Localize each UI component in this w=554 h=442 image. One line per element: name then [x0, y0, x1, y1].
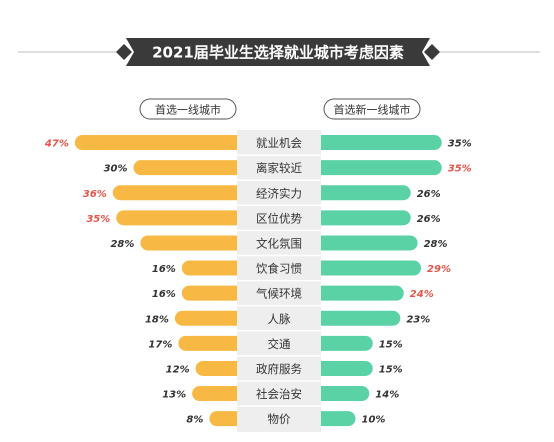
value-label-left-10: 13% — [162, 390, 186, 401]
value-label-right-6: 24% — [410, 289, 434, 300]
bar-right-9 — [313, 360, 373, 376]
value-label-left-11: 8% — [186, 415, 203, 426]
bar-left-8 — [178, 335, 245, 351]
value-label-left-6: 16% — [152, 289, 176, 300]
bar-right-4 — [313, 235, 418, 251]
bar-right-8 — [313, 335, 373, 351]
bar-right-1 — [313, 160, 442, 176]
category-label-6: 气候环境 — [256, 287, 302, 301]
value-label-left-4: 28% — [110, 239, 134, 250]
bar-left-7 — [174, 310, 245, 326]
category-label-11: 物价 — [268, 412, 291, 426]
bar-left-0 — [74, 135, 245, 151]
value-label-left-1: 30% — [104, 164, 128, 175]
bar-left-2 — [112, 185, 245, 201]
category-label-10: 社会治安 — [256, 387, 302, 401]
category-label-7: 人脉 — [268, 312, 291, 326]
left-group-label: 首选一线城市 — [155, 103, 221, 117]
value-label-right-10: 14% — [375, 390, 399, 401]
right-group-label: 首选新一线城市 — [334, 103, 411, 117]
value-label-right-5: 29% — [427, 264, 451, 275]
value-label-right-8: 15% — [379, 339, 403, 350]
chart-title: 2021届毕业生选择就业城市考虑因素 — [152, 44, 404, 62]
value-label-right-11: 10% — [362, 415, 386, 426]
value-label-right-1: 35% — [448, 164, 472, 175]
value-label-right-9: 15% — [379, 364, 403, 375]
bar-left-1 — [133, 160, 245, 176]
bar-left-3 — [116, 210, 245, 226]
value-label-right-4: 28% — [424, 239, 448, 250]
bar-left-4 — [140, 235, 245, 251]
value-label-left-5: 16% — [152, 264, 176, 275]
value-label-left-2: 36% — [83, 189, 107, 200]
right-group-pill — [323, 98, 421, 120]
category-label-5: 饮食习惯 — [256, 262, 302, 276]
value-label-left-8: 17% — [148, 339, 172, 350]
value-label-right-2: 26% — [417, 189, 441, 200]
left-group-pill — [139, 98, 237, 120]
bar-left-10 — [192, 386, 245, 402]
bar-right-0 — [313, 135, 442, 151]
bar-right-2 — [313, 185, 411, 201]
value-label-left-9: 12% — [166, 364, 190, 375]
category-label-2: 经济实力 — [256, 186, 302, 200]
chart-rows: 就业机会 47% 35% 离家较近 30% 35% 经济实力 36% 26% 区位优势 35% 26%… — [44, 130, 472, 432]
bar-right-6 — [313, 285, 404, 301]
bar-right-10 — [313, 386, 370, 402]
category-label-3: 区位优势 — [256, 211, 302, 225]
title-diamond-left — [116, 44, 132, 60]
bar-right-3 — [313, 210, 411, 226]
bar-right-11 — [313, 411, 356, 427]
bar-right-5 — [313, 260, 422, 276]
value-label-right-0: 35% — [448, 139, 472, 150]
value-label-left-0: 47% — [44, 139, 69, 150]
value-label-right-3: 26% — [417, 214, 441, 225]
bar-left-5 — [181, 260, 245, 276]
category-label-9: 政府服务 — [256, 362, 302, 376]
category-label-4: 文化氛围 — [256, 236, 302, 250]
category-label-0: 就业机会 — [256, 136, 302, 150]
bar-left-11 — [209, 411, 245, 427]
value-label-right-7: 23% — [406, 314, 430, 325]
bar-right-7 — [313, 310, 401, 326]
title-diamond-right — [424, 44, 440, 60]
title-banner — [126, 38, 430, 66]
bar-left-9 — [195, 360, 245, 376]
value-label-left-3: 35% — [86, 214, 110, 225]
bar-left-6 — [181, 285, 245, 301]
value-label-left-7: 18% — [145, 314, 169, 325]
category-label-8: 交通 — [268, 337, 291, 351]
category-label-1: 离家较近 — [256, 161, 302, 175]
